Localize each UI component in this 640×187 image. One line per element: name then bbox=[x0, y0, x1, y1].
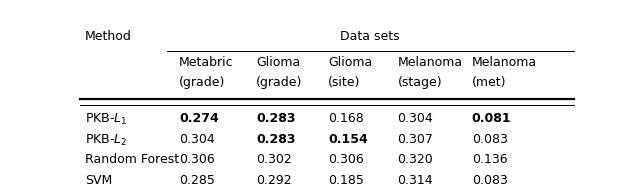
Text: 0.083: 0.083 bbox=[472, 174, 508, 187]
Text: (met): (met) bbox=[472, 76, 506, 89]
Text: 0.081: 0.081 bbox=[472, 112, 511, 125]
Text: 0.320: 0.320 bbox=[397, 154, 433, 166]
Text: 0.274: 0.274 bbox=[179, 112, 219, 125]
Text: Glioma: Glioma bbox=[328, 56, 372, 69]
Text: 0.306: 0.306 bbox=[179, 154, 215, 166]
Text: 0.154: 0.154 bbox=[328, 133, 368, 146]
Text: SVM: SVM bbox=[85, 174, 112, 187]
Text: 0.283: 0.283 bbox=[256, 112, 296, 125]
Text: 0.304: 0.304 bbox=[397, 112, 433, 125]
Text: (grade): (grade) bbox=[179, 76, 225, 89]
Text: (site): (site) bbox=[328, 76, 360, 89]
Text: 0.136: 0.136 bbox=[472, 154, 508, 166]
Text: Metabric: Metabric bbox=[179, 56, 234, 69]
Text: Random Forest: Random Forest bbox=[85, 154, 179, 166]
Text: PKB-$L_1$: PKB-$L_1$ bbox=[85, 112, 127, 127]
Text: PKB-$L_2$: PKB-$L_2$ bbox=[85, 133, 127, 148]
Text: 0.307: 0.307 bbox=[397, 133, 433, 146]
Text: 0.302: 0.302 bbox=[256, 154, 292, 166]
Text: Method: Method bbox=[85, 30, 132, 43]
Text: 0.304: 0.304 bbox=[179, 133, 215, 146]
Text: 0.314: 0.314 bbox=[397, 174, 433, 187]
Text: 0.306: 0.306 bbox=[328, 154, 364, 166]
Text: Melanoma: Melanoma bbox=[472, 56, 537, 69]
Text: (grade): (grade) bbox=[256, 76, 303, 89]
Text: Data sets: Data sets bbox=[340, 30, 400, 43]
Text: 0.168: 0.168 bbox=[328, 112, 364, 125]
Text: Glioma: Glioma bbox=[256, 56, 300, 69]
Text: 0.185: 0.185 bbox=[328, 174, 364, 187]
Text: 0.292: 0.292 bbox=[256, 174, 292, 187]
Text: (stage): (stage) bbox=[397, 76, 442, 89]
Text: 0.285: 0.285 bbox=[179, 174, 215, 187]
Text: 0.083: 0.083 bbox=[472, 133, 508, 146]
Text: Melanoma: Melanoma bbox=[397, 56, 463, 69]
Text: 0.283: 0.283 bbox=[256, 133, 296, 146]
